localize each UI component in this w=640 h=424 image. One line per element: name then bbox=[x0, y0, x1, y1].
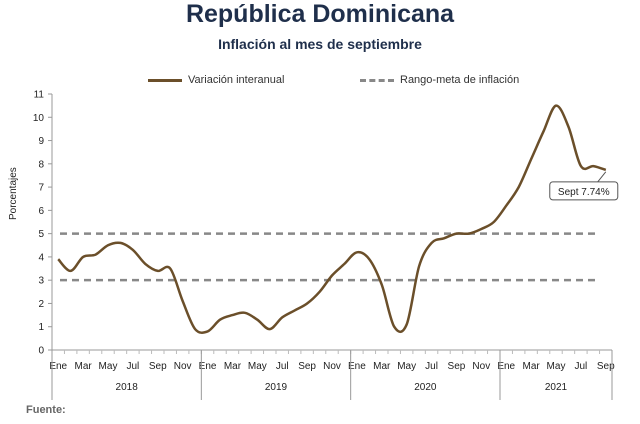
chart-subtitle: Inflación al mes de septiembre bbox=[218, 36, 422, 52]
x-tick-label: Jul bbox=[574, 361, 587, 372]
source-label: Fuente: bbox=[26, 404, 66, 416]
x-tick-label: Jul bbox=[425, 361, 438, 372]
y-tick-label: 5 bbox=[38, 229, 44, 240]
x-tick-label: Ene bbox=[348, 361, 366, 372]
legend-item-rango-meta: Rango-meta de inflación bbox=[360, 74, 519, 86]
legend-item-variacion: Variación interanual bbox=[148, 74, 284, 86]
x-tick-label: Ene bbox=[199, 361, 217, 372]
year-label: 2019 bbox=[265, 382, 288, 393]
x-tick-label: Jul bbox=[126, 361, 139, 372]
x-tick-label: May bbox=[99, 361, 118, 372]
x-tick-label: Mar bbox=[224, 361, 242, 372]
x-tick-label: Jul bbox=[276, 361, 289, 372]
page-title: República Dominicana bbox=[185, 0, 455, 28]
x-tick-label: May bbox=[248, 361, 267, 372]
y-tick-label: 3 bbox=[38, 276, 44, 287]
year-label: 2020 bbox=[414, 382, 437, 393]
x-tick-label: May bbox=[547, 361, 566, 372]
y-tick-label: 11 bbox=[34, 90, 45, 101]
x-tick-label: Nov bbox=[323, 361, 341, 372]
y-tick-label: 10 bbox=[33, 113, 45, 124]
x-tick-label: Nov bbox=[174, 361, 192, 372]
annotation-leader bbox=[597, 171, 607, 183]
year-label: 2018 bbox=[116, 382, 139, 393]
x-tick-label: Sep bbox=[448, 361, 466, 372]
legend-solid-line-icon bbox=[148, 78, 182, 82]
x-tick-label: Ene bbox=[497, 361, 515, 372]
x-tick-label: Ene bbox=[49, 361, 67, 372]
x-tick-label: May bbox=[397, 361, 416, 372]
annotation-box bbox=[549, 181, 619, 201]
y-tick-label: 6 bbox=[38, 206, 44, 217]
x-tick-label: Sep bbox=[149, 361, 167, 372]
y-tick-label: 7 bbox=[38, 183, 44, 194]
legend-label-variacion: Variación interanual bbox=[188, 74, 285, 86]
x-tick-label: Mar bbox=[522, 361, 540, 372]
y-tick-label: 2 bbox=[38, 299, 44, 310]
year-label: 2021 bbox=[545, 382, 568, 393]
x-tick-label: Sep bbox=[298, 361, 316, 372]
x-tick-label: Nov bbox=[472, 361, 490, 372]
y-tick-label: 0 bbox=[38, 346, 44, 357]
x-tick-label: Mar bbox=[74, 361, 92, 372]
x-tick-label: Sep bbox=[597, 361, 615, 372]
y-tick-label: 8 bbox=[38, 159, 44, 170]
y-tick-label: 9 bbox=[38, 136, 44, 147]
y-tick-label: 1 bbox=[38, 322, 44, 333]
y-tick-label: 4 bbox=[38, 252, 44, 263]
legend-label-rango-meta: Rango-meta de inflación bbox=[400, 74, 520, 86]
x-tick-label: Mar bbox=[373, 361, 391, 372]
legend-dashed-line-icon bbox=[360, 78, 394, 82]
annotation-label: Sept 7.74% bbox=[558, 187, 610, 198]
series-line-variacion-interanual bbox=[57, 104, 607, 334]
